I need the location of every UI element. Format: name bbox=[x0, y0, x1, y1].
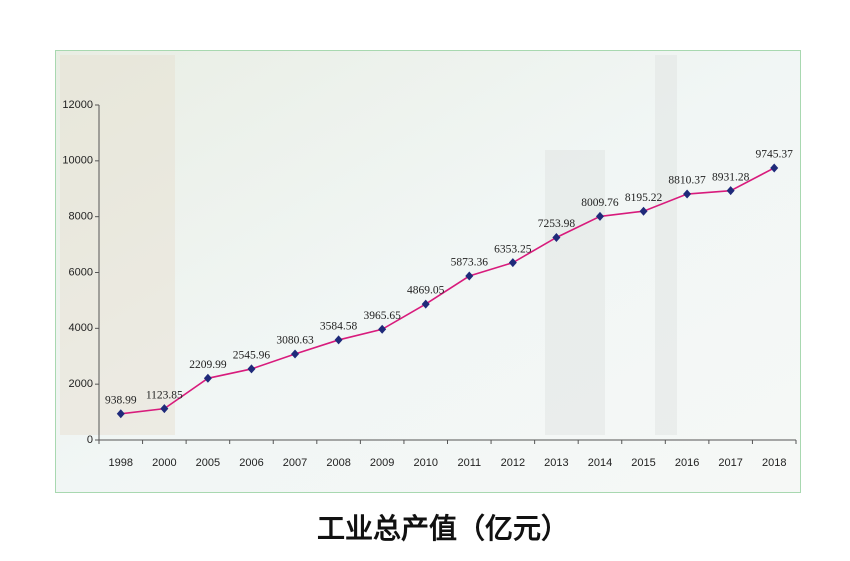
x-tick-label: 2010 bbox=[413, 457, 437, 469]
value-label: 2209.99 bbox=[189, 359, 227, 371]
data-point bbox=[116, 409, 125, 419]
data-point bbox=[421, 299, 430, 309]
x-tick-label: 2009 bbox=[370, 457, 394, 469]
x-tick-label: 2014 bbox=[588, 457, 612, 469]
data-point bbox=[508, 258, 517, 268]
x-tick-label: 2007 bbox=[283, 457, 307, 469]
y-tick-label: 2000 bbox=[69, 378, 93, 390]
x-tick-label: 2016 bbox=[675, 457, 699, 469]
background-decoration bbox=[60, 55, 175, 435]
x-tick-label: 2017 bbox=[718, 457, 742, 469]
data-point bbox=[552, 232, 561, 242]
data-point bbox=[770, 163, 779, 173]
x-tick-label: 1998 bbox=[109, 457, 133, 469]
data-line bbox=[120, 167, 775, 415]
value-label: 3080.63 bbox=[276, 335, 314, 347]
value-label: 7253.98 bbox=[538, 218, 576, 230]
data-point bbox=[291, 349, 300, 359]
x-tick-label: 2011 bbox=[457, 457, 481, 469]
data-point bbox=[334, 335, 343, 345]
y-tick-label: 0 bbox=[87, 434, 93, 446]
value-label: 3965.65 bbox=[363, 310, 401, 322]
data-point bbox=[595, 211, 604, 221]
chart-title: 工业总产值（亿元） bbox=[317, 512, 569, 545]
background-decoration bbox=[545, 150, 605, 435]
y-tick-label: 6000 bbox=[69, 266, 93, 278]
x-tick-label: 2006 bbox=[239, 457, 263, 469]
x-tick-label: 2018 bbox=[762, 457, 786, 469]
value-label: 1123.85 bbox=[146, 389, 183, 401]
x-tick-label: 2008 bbox=[326, 457, 350, 469]
data-point bbox=[726, 186, 735, 196]
data-point bbox=[203, 373, 212, 383]
value-label: 2545.96 bbox=[233, 350, 271, 362]
value-label: 9745.37 bbox=[756, 149, 794, 161]
y-tick-label: 8000 bbox=[69, 211, 93, 223]
value-label: 6353.25 bbox=[494, 243, 532, 255]
y-tick-label: 10000 bbox=[62, 155, 93, 167]
value-label: 8931.28 bbox=[712, 171, 750, 183]
x-tick-label: 2000 bbox=[152, 457, 176, 469]
value-label: 8195.22 bbox=[625, 192, 663, 204]
data-point bbox=[639, 206, 648, 216]
x-tick-label: 2012 bbox=[501, 457, 525, 469]
data-point bbox=[683, 189, 692, 199]
x-tick-label: 2005 bbox=[196, 457, 220, 469]
value-label: 8810.37 bbox=[668, 175, 706, 187]
data-point bbox=[378, 324, 387, 334]
value-label: 5873.36 bbox=[451, 257, 489, 269]
data-point bbox=[465, 271, 474, 281]
x-tick-label: 2013 bbox=[544, 457, 568, 469]
value-label: 8009.76 bbox=[581, 197, 619, 209]
background-decoration bbox=[655, 55, 677, 435]
x-tick-label: 2015 bbox=[631, 457, 655, 469]
value-label: 938.99 bbox=[105, 394, 137, 406]
value-label: 4869.05 bbox=[407, 285, 445, 297]
value-label: 3584.58 bbox=[320, 321, 358, 333]
y-tick-label: 4000 bbox=[69, 322, 93, 334]
data-point bbox=[160, 404, 169, 414]
data-point bbox=[247, 364, 256, 374]
y-tick-label: 12000 bbox=[62, 99, 93, 111]
